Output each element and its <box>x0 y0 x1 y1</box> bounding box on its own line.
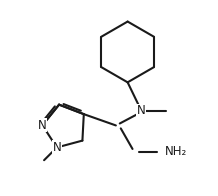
Text: N: N <box>53 141 61 154</box>
Text: N: N <box>137 104 146 117</box>
Text: NH₂: NH₂ <box>165 145 187 158</box>
Text: N: N <box>38 119 47 132</box>
